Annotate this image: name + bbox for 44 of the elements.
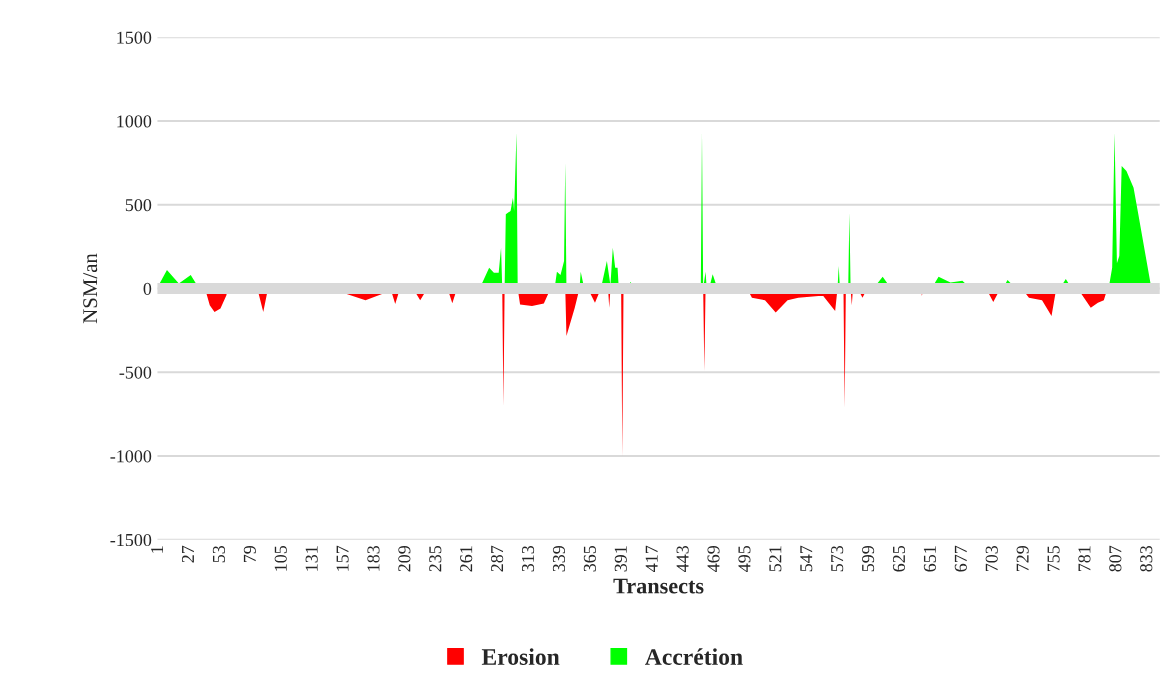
x-tick-label: 625 — [892, 545, 906, 572]
x-tick-label: 183 — [367, 545, 380, 571]
x-tick-label: 807 — [1109, 545, 1122, 572]
x-tick-label: 53 — [212, 545, 225, 563]
x-tick-label: 417 — [645, 545, 658, 572]
x-tick-label: 573 — [831, 545, 844, 572]
legend-label: Accrétion — [645, 648, 743, 665]
y-tick-label: -1500 — [110, 533, 152, 547]
x-tick-label: 495 — [738, 545, 751, 572]
x-tick-label: 105 — [274, 545, 287, 571]
x-tick-label: 521 — [769, 546, 782, 572]
y-tick-label: 0 — [143, 282, 152, 295]
y-tick-label: 1000 — [117, 115, 152, 128]
x-tick-label: 833 — [1140, 545, 1153, 572]
x-tick-label: 27 — [181, 545, 194, 563]
x-tick-label: 235 — [429, 545, 442, 572]
x-tick-label: 703 — [985, 545, 998, 572]
x-tick-label: 313 — [521, 545, 535, 572]
x-tick-label: 729 — [1016, 545, 1029, 572]
x-tick-label: 365 — [583, 545, 596, 572]
x-tick-label: 79 — [243, 545, 256, 563]
x-tick-label: 1 — [151, 546, 163, 553]
y-tick-label: 1500 — [117, 31, 152, 44]
x-tick-label: 651 — [923, 546, 936, 572]
x-tick-label: 157 — [336, 545, 349, 571]
y-tick-label: -500 — [119, 366, 152, 379]
y-axis-title: NSM/an — [83, 253, 98, 324]
x-tick-label: 443 — [676, 545, 689, 572]
x-tick-label: 677 — [954, 545, 967, 572]
x-tick-label: 547 — [800, 545, 813, 572]
x-tick-label: 781 — [1078, 546, 1091, 572]
x-tick-label: 391 — [614, 546, 627, 572]
x-tick-label: 469 — [707, 545, 720, 572]
x-tick-label: 131 — [305, 546, 318, 571]
y-tick-label: -1000 — [110, 450, 152, 463]
legend-label: Erosion — [481, 648, 560, 665]
x-tick-label: 287 — [491, 545, 504, 572]
y-tick-label: 500 — [125, 199, 152, 212]
x-tick-label: 209 — [398, 545, 411, 572]
x-tick-label: 339 — [552, 545, 566, 572]
x-axis-title: Transects — [613, 578, 704, 594]
x-tick-label: 755 — [1047, 545, 1060, 572]
x-tick-label: 599 — [862, 545, 875, 572]
x-tick-label: 261 — [460, 546, 473, 572]
